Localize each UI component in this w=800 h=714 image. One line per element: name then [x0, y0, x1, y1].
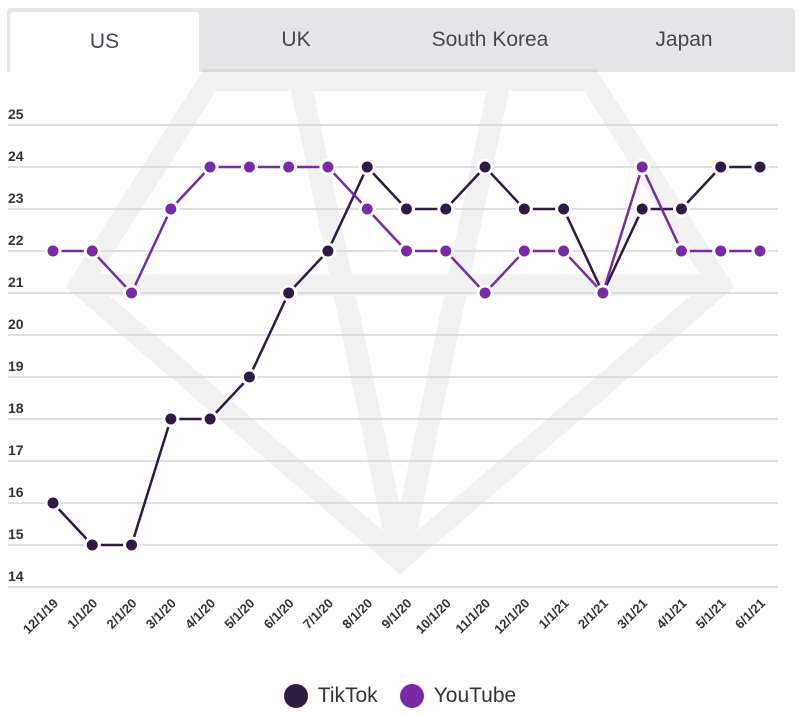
youtube-swatch: [399, 684, 424, 708]
tab-south-korea[interactable]: South Korea: [431, 28, 549, 51]
x-tick-label: 12/1/19: [20, 596, 61, 637]
data-point[interactable]: [44, 242, 62, 260]
data-point[interactable]: [712, 158, 730, 176]
data-point[interactable]: [751, 242, 769, 260]
x-tick-label: 3/1/20: [143, 596, 179, 632]
x-tick-label: 8/1/20: [339, 596, 375, 632]
x-tick-label: 7/1/20: [300, 596, 336, 632]
data-point[interactable]: [555, 242, 573, 260]
legend-label: YouTube: [433, 684, 517, 707]
data-point[interactable]: [594, 284, 612, 302]
x-tick-label: 2/1/20: [104, 596, 140, 632]
x-tick-label: 2/1/21: [575, 596, 611, 632]
data-point[interactable]: [437, 200, 455, 218]
data-point[interactable]: [162, 200, 180, 218]
data-point[interactable]: [240, 158, 258, 176]
x-tick-label: 4/1/20: [182, 596, 218, 632]
x-tick-label: 1/1/21: [536, 596, 572, 632]
tab-us[interactable]: US: [10, 12, 199, 72]
y-tick-label: 17: [8, 442, 24, 458]
data-point[interactable]: [280, 158, 298, 176]
data-point[interactable]: [123, 536, 141, 554]
x-tick-label: 12/1/20: [491, 596, 532, 637]
data-point[interactable]: [319, 158, 337, 176]
data-point[interactable]: [555, 200, 573, 218]
data-point[interactable]: [319, 242, 337, 260]
tab-japan[interactable]: Japan: [655, 28, 713, 51]
x-tick-label: 5/1/20: [221, 596, 257, 632]
data-point[interactable]: [672, 200, 690, 218]
y-tick-label: 24: [8, 148, 24, 164]
data-point[interactable]: [515, 242, 533, 260]
data-point[interactable]: [240, 368, 258, 386]
y-tick-label: 22: [8, 232, 24, 248]
data-point[interactable]: [201, 158, 219, 176]
watermark: [65, 69, 735, 575]
y-tick-label: 21: [8, 274, 24, 290]
data-point[interactable]: [476, 284, 494, 302]
data-point[interactable]: [476, 158, 494, 176]
data-point[interactable]: [672, 242, 690, 260]
data-point[interactable]: [398, 200, 415, 218]
data-point[interactable]: [358, 200, 376, 218]
y-tick-label: 14: [8, 568, 24, 584]
tab-uk[interactable]: UK: [281, 28, 311, 51]
data-point[interactable]: [515, 200, 533, 218]
y-tick-label: 25: [8, 106, 24, 122]
data-point[interactable]: [437, 242, 455, 260]
x-tick-label: 1/1/20: [64, 596, 100, 632]
series-youtube: [44, 158, 769, 302]
data-point[interactable]: [280, 284, 298, 302]
x-tick-label: 5/1/21: [693, 596, 729, 632]
series-tiktok: [44, 158, 769, 554]
x-tick-label: 6/1/20: [261, 596, 297, 632]
x-tick-label: 10/1/20: [413, 596, 454, 637]
y-tick-label: 20: [8, 316, 24, 332]
country-tabs: US UK South Korea Japan: [7, 8, 795, 72]
data-point[interactable]: [123, 284, 141, 302]
data-point[interactable]: [162, 410, 180, 428]
data-point[interactable]: [712, 242, 730, 260]
x-tick-label: 9/1/20: [378, 596, 414, 632]
data-point[interactable]: [83, 536, 101, 554]
x-tick-label: 4/1/21: [653, 596, 689, 632]
data-point[interactable]: [398, 242, 415, 260]
x-tick-label: 6/1/21: [732, 596, 768, 632]
legend-item-youtube[interactable]: YouTube: [399, 684, 517, 708]
y-tick-label: 15: [8, 526, 24, 542]
y-tick-label: 18: [8, 400, 24, 416]
data-point[interactable]: [633, 158, 651, 176]
data-point[interactable]: [633, 200, 651, 218]
legend-item-tiktok[interactable]: TikTok: [283, 684, 378, 708]
x-tick-label: 3/1/21: [614, 596, 650, 632]
y-tick-label: 23: [8, 190, 24, 206]
legend-label: TikTok: [317, 684, 378, 707]
legend: TikTok YouTube: [0, 684, 800, 708]
data-point[interactable]: [44, 494, 62, 512]
data-point[interactable]: [201, 410, 219, 428]
data-point[interactable]: [358, 158, 376, 176]
data-point[interactable]: [751, 158, 769, 176]
tiktok-swatch: [283, 684, 308, 708]
x-tick-label: 11/1/20: [452, 596, 493, 637]
y-tick-label: 19: [8, 358, 24, 374]
y-tick-label: 16: [8, 484, 24, 500]
data-point[interactable]: [83, 242, 101, 260]
